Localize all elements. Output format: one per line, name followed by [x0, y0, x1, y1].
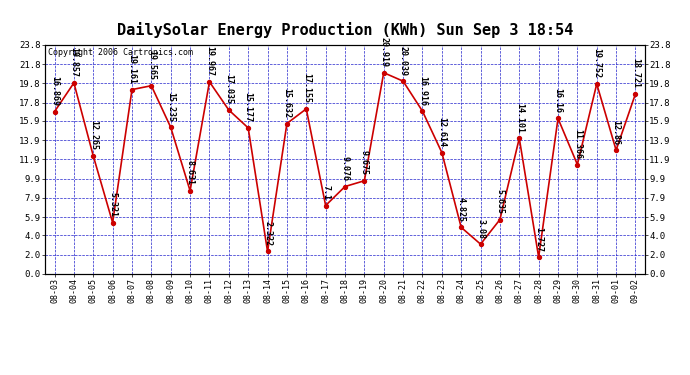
Point — [243, 125, 254, 131]
Text: DailySolar Energy Production (KWh) Sun Sep 3 18:54: DailySolar Energy Production (KWh) Sun S… — [117, 22, 573, 39]
Point — [378, 70, 389, 76]
Point — [359, 178, 370, 184]
Text: 12.86: 12.86 — [611, 120, 620, 145]
Text: 19.161: 19.161 — [128, 54, 137, 84]
Text: 19.967: 19.967 — [205, 46, 214, 76]
Point — [126, 87, 137, 93]
Point — [630, 91, 641, 97]
Point — [68, 80, 79, 86]
Text: 17.035: 17.035 — [224, 75, 233, 105]
Point — [591, 81, 602, 87]
Text: 15.177: 15.177 — [244, 92, 253, 122]
Point — [495, 217, 506, 223]
Text: Copyright 2006 Cartronics.com: Copyright 2006 Cartronics.com — [48, 48, 193, 57]
Point — [224, 107, 235, 113]
Point — [572, 162, 583, 168]
Point — [397, 78, 408, 84]
Text: 2.322: 2.322 — [263, 221, 272, 246]
Text: 9.675: 9.675 — [360, 150, 369, 175]
Text: 8.631: 8.631 — [186, 160, 195, 185]
Text: 4.825: 4.825 — [457, 197, 466, 222]
Point — [514, 135, 525, 141]
Text: 5.321: 5.321 — [108, 192, 117, 217]
Point — [611, 147, 622, 153]
Text: 17.155: 17.155 — [302, 73, 310, 103]
Point — [320, 202, 331, 208]
Point — [533, 254, 544, 260]
Point — [262, 248, 273, 254]
Text: 20.919: 20.919 — [380, 37, 388, 67]
Text: 9.076: 9.076 — [340, 156, 350, 181]
Point — [417, 108, 428, 114]
Text: 11.366: 11.366 — [573, 129, 582, 159]
Point — [282, 120, 293, 126]
Text: 16.869: 16.869 — [50, 76, 59, 106]
Text: 16.16: 16.16 — [553, 88, 562, 113]
Point — [107, 220, 118, 226]
Text: 15.235: 15.235 — [166, 92, 175, 122]
Text: 20.039: 20.039 — [399, 46, 408, 76]
Point — [301, 106, 312, 112]
Text: 7.1: 7.1 — [321, 185, 330, 200]
Point — [475, 241, 486, 247]
Text: 19.565: 19.565 — [147, 50, 156, 80]
Point — [165, 124, 176, 130]
Point — [204, 79, 215, 85]
Text: 3.08: 3.08 — [476, 219, 485, 239]
Point — [553, 116, 564, 122]
Text: 19.857: 19.857 — [70, 47, 79, 77]
Point — [146, 83, 157, 89]
Point — [339, 183, 351, 189]
Text: 18.721: 18.721 — [631, 58, 640, 88]
Text: 14.101: 14.101 — [515, 103, 524, 133]
Text: 12.614: 12.614 — [437, 117, 446, 147]
Text: 1.727: 1.727 — [534, 226, 543, 252]
Point — [436, 150, 447, 156]
Text: 16.916: 16.916 — [418, 76, 427, 106]
Text: 15.632: 15.632 — [282, 88, 291, 118]
Point — [49, 109, 60, 115]
Point — [88, 153, 99, 159]
Text: 19.752: 19.752 — [592, 48, 601, 78]
Point — [184, 188, 195, 194]
Point — [455, 224, 466, 230]
Text: 12.265: 12.265 — [89, 120, 98, 150]
Text: 5.635: 5.635 — [495, 189, 504, 214]
